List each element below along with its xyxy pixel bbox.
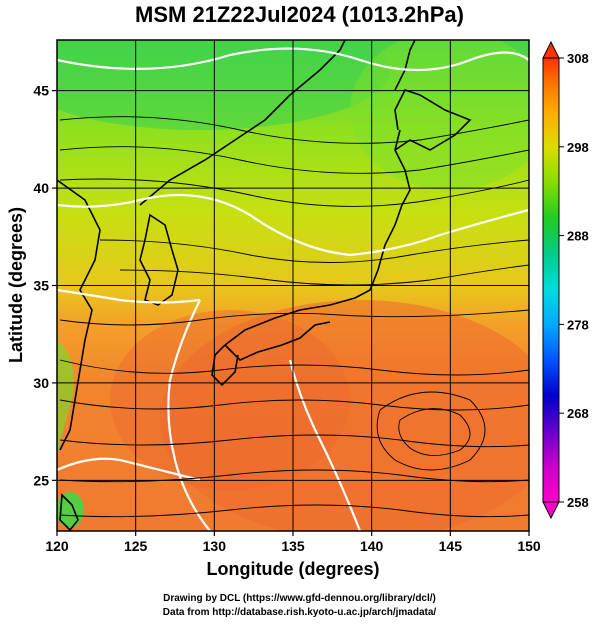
y-tick-label: 35 bbox=[33, 278, 49, 294]
x-tick-label: 150 bbox=[517, 538, 541, 554]
colorbar-tick-label: 268 bbox=[567, 406, 589, 421]
credit-text: Drawing by DCL (https://www.gfd-dennou.o… bbox=[0, 592, 599, 620]
x-tick-label: 135 bbox=[281, 538, 305, 554]
colorbar: 258 268 278 288 298 308 bbox=[542, 40, 589, 520]
credit-line-drawing: Drawing by DCL (https://www.gfd-dennou.o… bbox=[163, 593, 436, 604]
y-axis-label: Latitude (degrees) bbox=[6, 207, 26, 363]
x-axis-label: Longitude (degrees) bbox=[206, 559, 379, 579]
credit-line-data: Data from http://database.rish.kyoto-u.a… bbox=[162, 607, 437, 618]
colorbar-tick-label: 298 bbox=[567, 140, 589, 155]
colorbar-tick-label: 308 bbox=[567, 51, 589, 66]
coastlines bbox=[57, 40, 472, 531]
colorbar-tick-label: 288 bbox=[567, 229, 589, 244]
wind-streamlines bbox=[59, 116, 529, 518]
x-axis-ticks: 120 125 130 135 140 145 150 bbox=[45, 531, 541, 554]
colorbar-ticks: 258 268 278 288 298 308 bbox=[559, 51, 589, 510]
colorbar-min-arrow bbox=[542, 501, 560, 520]
colorbar-tick-label: 278 bbox=[567, 317, 589, 332]
x-tick-label: 140 bbox=[360, 538, 384, 554]
y-tick-label: 30 bbox=[33, 375, 49, 391]
y-tick-label: 45 bbox=[33, 83, 49, 99]
lat-lon-grid bbox=[57, 40, 529, 531]
x-tick-label: 125 bbox=[124, 538, 148, 554]
y-tick-label: 40 bbox=[33, 180, 49, 196]
x-tick-label: 130 bbox=[203, 538, 227, 554]
x-tick-label: 120 bbox=[45, 538, 69, 554]
colorbar-gradient bbox=[542, 57, 560, 503]
colorbar-tick-label: 258 bbox=[567, 495, 589, 510]
y-axis-ticks: 25 30 35 40 45 bbox=[33, 83, 57, 488]
y-tick-label: 25 bbox=[33, 472, 49, 488]
x-tick-label: 145 bbox=[439, 538, 463, 554]
chart-title: MSM 21Z22Jul2024 (1013.2hPa) bbox=[135, 2, 464, 27]
colorbar-max-arrow bbox=[542, 40, 560, 59]
isotherm-contours bbox=[57, 47, 529, 531]
